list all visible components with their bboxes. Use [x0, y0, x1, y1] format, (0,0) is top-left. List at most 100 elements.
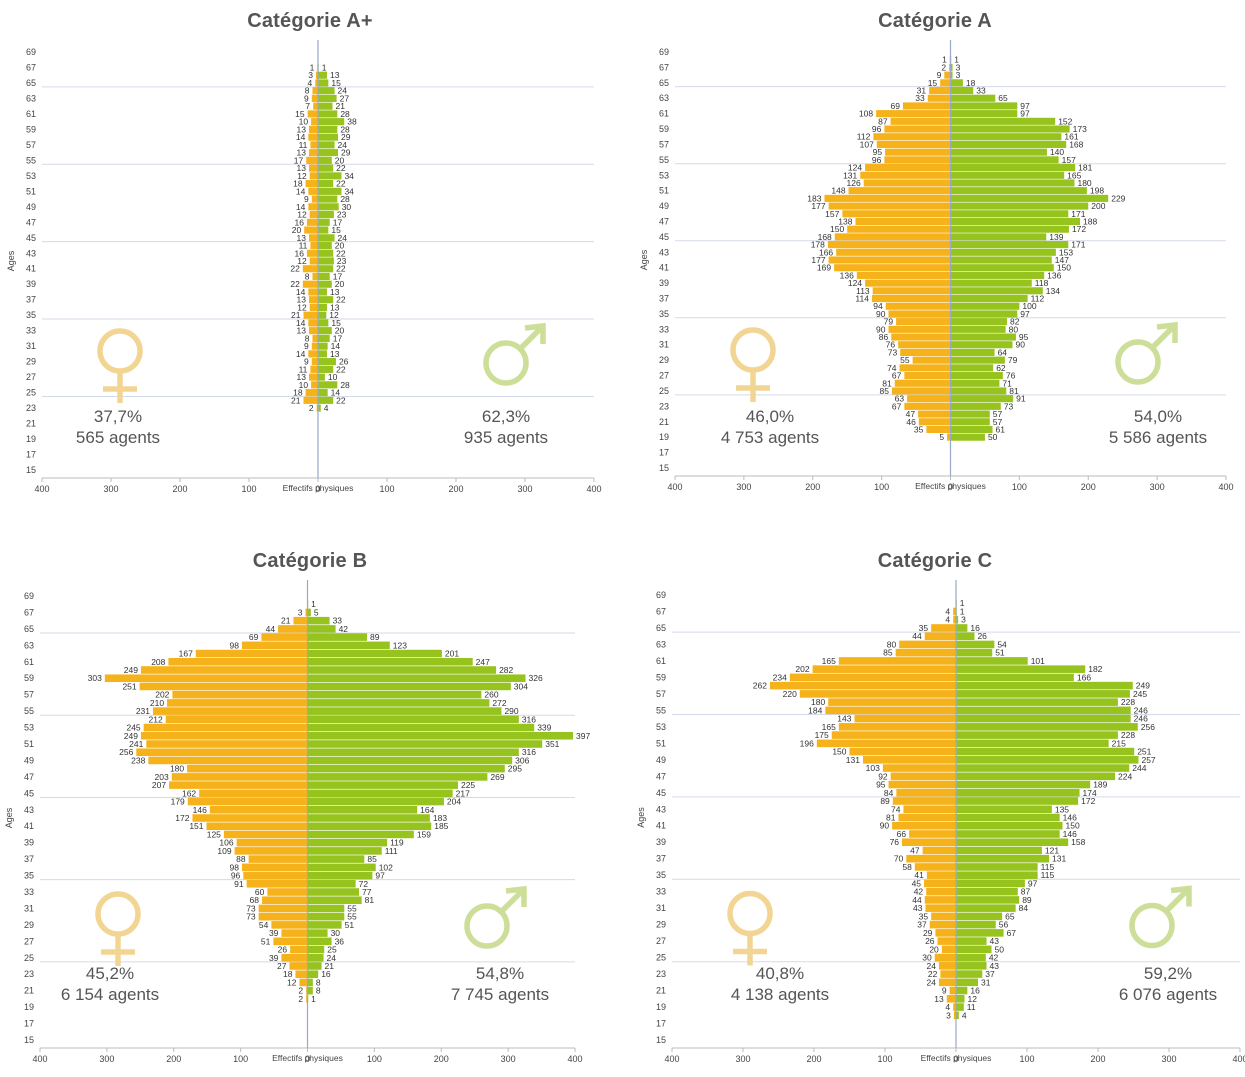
male-data-label: 306	[515, 755, 529, 765]
female-data-label: 11	[299, 140, 308, 150]
female-data-label: 256	[119, 747, 133, 757]
x-tick-label: 400	[567, 1054, 582, 1064]
male-data-label: 10	[328, 372, 338, 382]
male-stats: 59,2% 6 076 agents	[1068, 963, 1245, 1005]
female-data-label: 245	[126, 723, 140, 733]
male-data-label: 4	[962, 1010, 967, 1020]
male-data-label: 165	[1067, 170, 1081, 180]
female-data-label: 146	[193, 805, 207, 815]
male-data-label: 22	[336, 295, 346, 305]
male-bar	[956, 962, 987, 970]
female-bar	[311, 118, 318, 126]
female-data-label: 136	[840, 270, 854, 280]
male-data-label: 5	[314, 607, 319, 617]
male-data-label: 157	[1062, 155, 1076, 165]
chart-panel-c: Catégorie C 69 67 65 63 61 59 57 55 53 51 49 47 45 43…	[625, 540, 1245, 1077]
x-tick-label: 200	[434, 1054, 449, 1064]
female-data-label: 178	[811, 240, 825, 250]
male-bar	[307, 723, 535, 732]
male-data-label: 152	[1058, 116, 1072, 126]
male-bar	[307, 879, 356, 888]
y-tick-label: 65	[24, 624, 34, 634]
male-data-label: 17	[333, 333, 343, 343]
female-data-label: 179	[171, 797, 185, 807]
female-bar	[892, 797, 956, 805]
female-data-label: 303	[88, 673, 102, 683]
female-data-label: 10	[299, 380, 309, 390]
female-data-label: 92	[878, 771, 888, 781]
female-data-label: 67	[892, 371, 902, 381]
female-data-label: 12	[297, 256, 307, 266]
male-bar	[318, 303, 327, 312]
female-data-label: 30	[922, 953, 932, 963]
y-tick-label: 65	[26, 78, 36, 88]
y-tick-label: 59	[659, 124, 669, 134]
male-data-label: 21	[325, 961, 335, 971]
female-bar	[140, 731, 308, 740]
female-data-label: 2	[309, 403, 314, 413]
female-data-label: 98	[229, 640, 239, 650]
male-bar	[318, 319, 329, 327]
female-data-label: 143	[837, 714, 851, 724]
female-data-label: 98	[229, 862, 239, 872]
male-data-label: 29	[341, 132, 351, 142]
male-data-label: 201	[445, 649, 459, 659]
female-bar	[926, 425, 951, 434]
female-data-label: 9	[304, 341, 309, 351]
y-tick-label: 53	[24, 723, 34, 733]
y-tick-label: 55	[656, 705, 666, 715]
male-bar	[307, 666, 497, 674]
male-data-label: 24	[338, 233, 348, 243]
male-data-label: 34	[344, 186, 354, 196]
y-tick-label: 21	[659, 417, 669, 427]
male-data-label: 82	[1010, 317, 1020, 327]
x-axis-label: Effectifs physiques	[915, 481, 986, 491]
male-data-label: 257	[1141, 755, 1155, 765]
female-data-label: 150	[832, 747, 846, 757]
y-tick-label: 63	[659, 93, 669, 103]
female-data-label: 9	[304, 357, 309, 367]
male-data-label: 290	[504, 706, 518, 716]
male-bar	[318, 203, 339, 211]
female-bar	[165, 715, 308, 724]
male-data-label: 172	[1072, 224, 1086, 234]
female-data-label: 35	[914, 424, 924, 434]
female-bar	[789, 673, 956, 682]
male-data-label: 215	[1112, 738, 1126, 748]
y-tick-label: 19	[656, 1002, 666, 1012]
male-data-label: 23	[337, 210, 347, 220]
female-data-label: 58	[902, 862, 912, 872]
y-tick-label: 57	[24, 690, 34, 700]
male-bar	[307, 608, 311, 617]
male-data-label: 36	[335, 936, 345, 946]
y-tick-label: 17	[24, 1019, 34, 1029]
male-bar	[307, 962, 322, 970]
male-symbol-circle	[483, 340, 529, 386]
male-data-label: 15	[331, 225, 341, 235]
female-data-label: 180	[811, 697, 825, 707]
female-data-label: 196	[800, 738, 814, 748]
male-data-label: 182	[1088, 664, 1102, 674]
female-data-label: 180	[170, 764, 184, 774]
y-tick-label: 49	[656, 755, 666, 765]
x-tick-label: 300	[1161, 1054, 1176, 1064]
x-tick-label: 200	[806, 1054, 821, 1064]
male-bar	[318, 342, 328, 350]
female-bar	[307, 110, 318, 118]
x-tick-label: 200	[166, 1054, 181, 1064]
female-bar	[311, 342, 318, 350]
female-bar	[310, 365, 318, 373]
male-bar	[307, 731, 573, 740]
male-data-label: 95	[1019, 332, 1029, 342]
male-data-label: 224	[1118, 771, 1132, 781]
female-data-label: 20	[929, 944, 939, 954]
female-data-label: 169	[817, 263, 831, 273]
female-data-label: 26	[278, 945, 288, 955]
male-bar	[956, 879, 1025, 888]
y-tick-label: 33	[659, 324, 669, 334]
female-data-label: 42	[914, 887, 924, 897]
male-data-label: 246	[1134, 705, 1148, 715]
male-bar	[318, 288, 327, 296]
female-data-label: 85	[879, 386, 889, 396]
female-bar	[927, 94, 951, 102]
